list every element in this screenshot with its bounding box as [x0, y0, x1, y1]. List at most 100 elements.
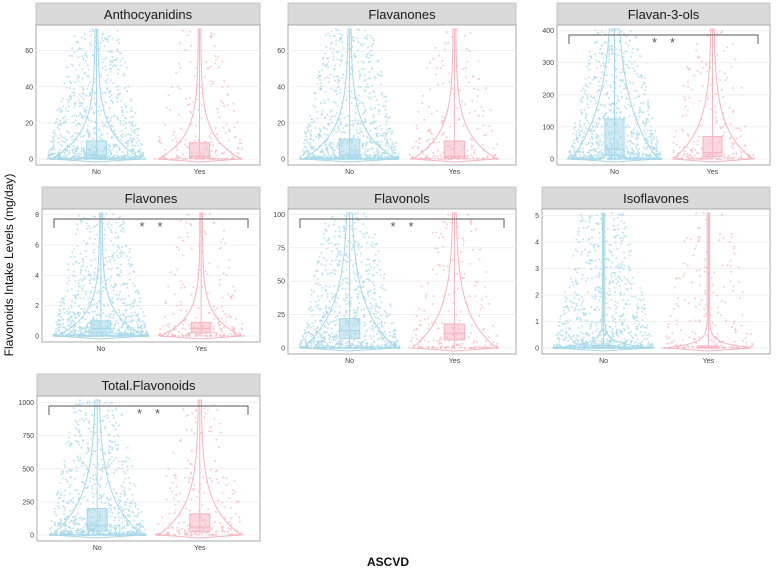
data-point [631, 142, 634, 145]
data-point [67, 101, 70, 104]
data-point [357, 104, 360, 107]
data-point [607, 97, 610, 100]
data-point [106, 38, 109, 41]
y-tick-label: 50 [277, 279, 285, 286]
data-point [321, 109, 324, 112]
data-point [363, 67, 366, 70]
data-point [317, 304, 320, 307]
data-point [64, 152, 67, 155]
data-point [630, 134, 633, 137]
data-point [327, 237, 330, 240]
data-point [322, 62, 325, 65]
data-point [111, 310, 114, 313]
data-point [220, 100, 223, 103]
data-point [206, 334, 209, 337]
data-point [597, 135, 600, 138]
data-point [122, 151, 125, 154]
y-tick-label: 200 [542, 92, 554, 99]
data-point [134, 151, 137, 154]
data-point [598, 89, 601, 92]
data-point [353, 97, 356, 100]
data-point [598, 80, 601, 83]
data-point [63, 136, 66, 139]
data-point [361, 146, 364, 149]
data-point [335, 39, 338, 42]
data-point [593, 96, 596, 99]
data-point [58, 328, 61, 331]
data-point [72, 106, 75, 109]
data-point [306, 126, 309, 129]
data-point [320, 150, 323, 153]
data-point [370, 337, 373, 340]
data-point [236, 146, 239, 149]
data-point [110, 231, 113, 234]
data-point [437, 83, 440, 86]
data-point [184, 138, 187, 141]
data-point [327, 153, 330, 156]
data-point [306, 141, 309, 144]
data-point [310, 134, 313, 137]
data-point [62, 322, 65, 325]
data-point [595, 121, 598, 124]
data-point [108, 67, 111, 70]
data-point [187, 104, 190, 107]
data-point [210, 150, 213, 153]
data-point [114, 143, 117, 146]
data-point [103, 228, 106, 231]
data-point [188, 103, 191, 106]
data-point [143, 315, 146, 318]
data-point [587, 85, 590, 88]
data-point [185, 334, 188, 337]
data-point [418, 141, 421, 144]
data-point [72, 64, 75, 67]
data-point [325, 64, 328, 67]
data-point [117, 321, 120, 324]
data-point [126, 282, 129, 285]
data-point [134, 112, 137, 115]
data-point [92, 242, 95, 245]
data-point [225, 123, 228, 126]
data-point [335, 51, 338, 54]
data-point [165, 106, 168, 109]
data-point [592, 130, 595, 133]
data-point [463, 34, 466, 37]
data-point [327, 60, 330, 63]
data-point [67, 307, 70, 310]
data-point [136, 304, 139, 307]
data-point [652, 135, 655, 138]
data-point [328, 77, 331, 80]
data-point [633, 157, 636, 160]
data-point [124, 87, 127, 90]
data-point [640, 86, 643, 89]
data-point [371, 84, 374, 87]
data-point [192, 100, 195, 103]
data-point [124, 304, 127, 307]
data-point [78, 315, 81, 318]
data-point [752, 153, 755, 156]
data-point [326, 113, 329, 116]
data-point [622, 55, 625, 58]
data-point [196, 98, 199, 101]
data-point [104, 100, 107, 103]
data-point [626, 65, 629, 68]
data-point [368, 263, 371, 266]
data-point [326, 133, 329, 136]
data-point [75, 150, 78, 153]
data-point [655, 139, 658, 142]
data-point [170, 86, 173, 89]
data-point [181, 239, 184, 242]
data-point [572, 132, 575, 135]
data-point [715, 92, 718, 95]
data-point [194, 124, 197, 127]
data-point [367, 294, 370, 297]
data-point [117, 72, 120, 75]
x-tick-label: Yes [194, 169, 206, 176]
data-point [605, 112, 608, 115]
data-point [98, 129, 101, 132]
data-point [112, 59, 115, 62]
data-point [98, 113, 101, 116]
data-point [586, 119, 589, 122]
data-point [116, 116, 119, 119]
data-point [579, 100, 582, 103]
data-point [307, 123, 310, 126]
